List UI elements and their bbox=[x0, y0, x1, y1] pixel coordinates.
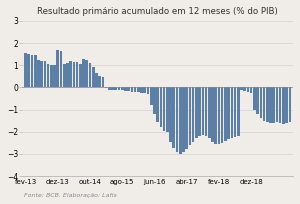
Bar bbox=[56, 50, 59, 87]
Bar bbox=[227, 87, 230, 140]
Bar bbox=[214, 87, 217, 144]
Bar bbox=[237, 87, 240, 136]
Bar bbox=[166, 87, 169, 132]
Bar bbox=[211, 87, 214, 142]
Bar bbox=[31, 55, 33, 87]
Bar bbox=[189, 87, 191, 145]
Bar bbox=[202, 87, 204, 135]
Bar bbox=[172, 87, 175, 148]
Bar bbox=[185, 87, 188, 150]
Bar bbox=[37, 60, 40, 87]
Bar bbox=[79, 64, 82, 87]
Bar bbox=[66, 63, 69, 87]
Bar bbox=[256, 87, 259, 114]
Bar bbox=[44, 61, 46, 87]
Bar bbox=[224, 87, 227, 141]
Bar bbox=[198, 87, 201, 136]
Bar bbox=[218, 87, 220, 144]
Bar bbox=[276, 87, 278, 122]
Bar bbox=[285, 87, 288, 123]
Bar bbox=[289, 87, 291, 122]
Bar bbox=[230, 87, 233, 138]
Bar bbox=[247, 87, 249, 92]
Bar bbox=[89, 63, 92, 87]
Bar bbox=[156, 87, 159, 122]
Bar bbox=[263, 87, 266, 121]
Bar bbox=[108, 87, 111, 90]
Bar bbox=[102, 77, 104, 87]
Text: Fonte: BCB. Elaboração: Lafis: Fonte: BCB. Elaboração: Lafis bbox=[24, 193, 117, 198]
Bar bbox=[221, 87, 223, 143]
Bar bbox=[140, 87, 143, 93]
Bar bbox=[179, 87, 181, 154]
Bar bbox=[121, 87, 124, 90]
Bar bbox=[205, 87, 207, 136]
Bar bbox=[85, 60, 88, 87]
Bar bbox=[150, 87, 153, 105]
Bar bbox=[47, 64, 50, 87]
Bar bbox=[143, 87, 146, 93]
Bar bbox=[153, 87, 156, 114]
Bar bbox=[250, 87, 253, 93]
Bar bbox=[243, 87, 246, 91]
Bar bbox=[95, 73, 98, 87]
Bar bbox=[240, 87, 243, 90]
Bar bbox=[115, 87, 117, 90]
Bar bbox=[63, 64, 66, 87]
Bar bbox=[260, 87, 262, 118]
Bar bbox=[234, 87, 236, 137]
Bar bbox=[192, 87, 194, 142]
Bar bbox=[118, 87, 120, 90]
Bar bbox=[76, 62, 79, 87]
Bar bbox=[147, 87, 149, 94]
Bar bbox=[98, 76, 101, 87]
Bar bbox=[34, 55, 37, 87]
Bar bbox=[50, 65, 53, 87]
Bar bbox=[253, 87, 256, 110]
Bar bbox=[163, 87, 166, 131]
Bar bbox=[208, 87, 211, 138]
Bar bbox=[28, 54, 30, 87]
Bar bbox=[195, 87, 198, 138]
Bar bbox=[266, 87, 268, 122]
Bar bbox=[128, 87, 130, 91]
Bar bbox=[40, 61, 43, 87]
Bar bbox=[60, 51, 62, 87]
Bar bbox=[176, 87, 178, 152]
Bar bbox=[92, 68, 94, 87]
Bar bbox=[169, 87, 172, 142]
Bar bbox=[73, 62, 75, 87]
Bar bbox=[272, 87, 275, 123]
Bar bbox=[124, 87, 127, 91]
Bar bbox=[111, 87, 114, 90]
Bar bbox=[279, 87, 281, 123]
Bar bbox=[137, 87, 140, 92]
Bar bbox=[69, 61, 72, 87]
Bar bbox=[269, 87, 272, 123]
Bar bbox=[134, 87, 136, 92]
Bar bbox=[82, 59, 85, 87]
Bar bbox=[282, 87, 285, 124]
Title: Resultado primário acumulado em 12 meses (% do PIB): Resultado primário acumulado em 12 meses… bbox=[37, 7, 278, 16]
Bar bbox=[130, 87, 133, 92]
Bar bbox=[182, 87, 185, 152]
Bar bbox=[105, 87, 107, 89]
Bar bbox=[160, 87, 162, 127]
Bar bbox=[24, 53, 27, 87]
Bar bbox=[53, 65, 56, 87]
